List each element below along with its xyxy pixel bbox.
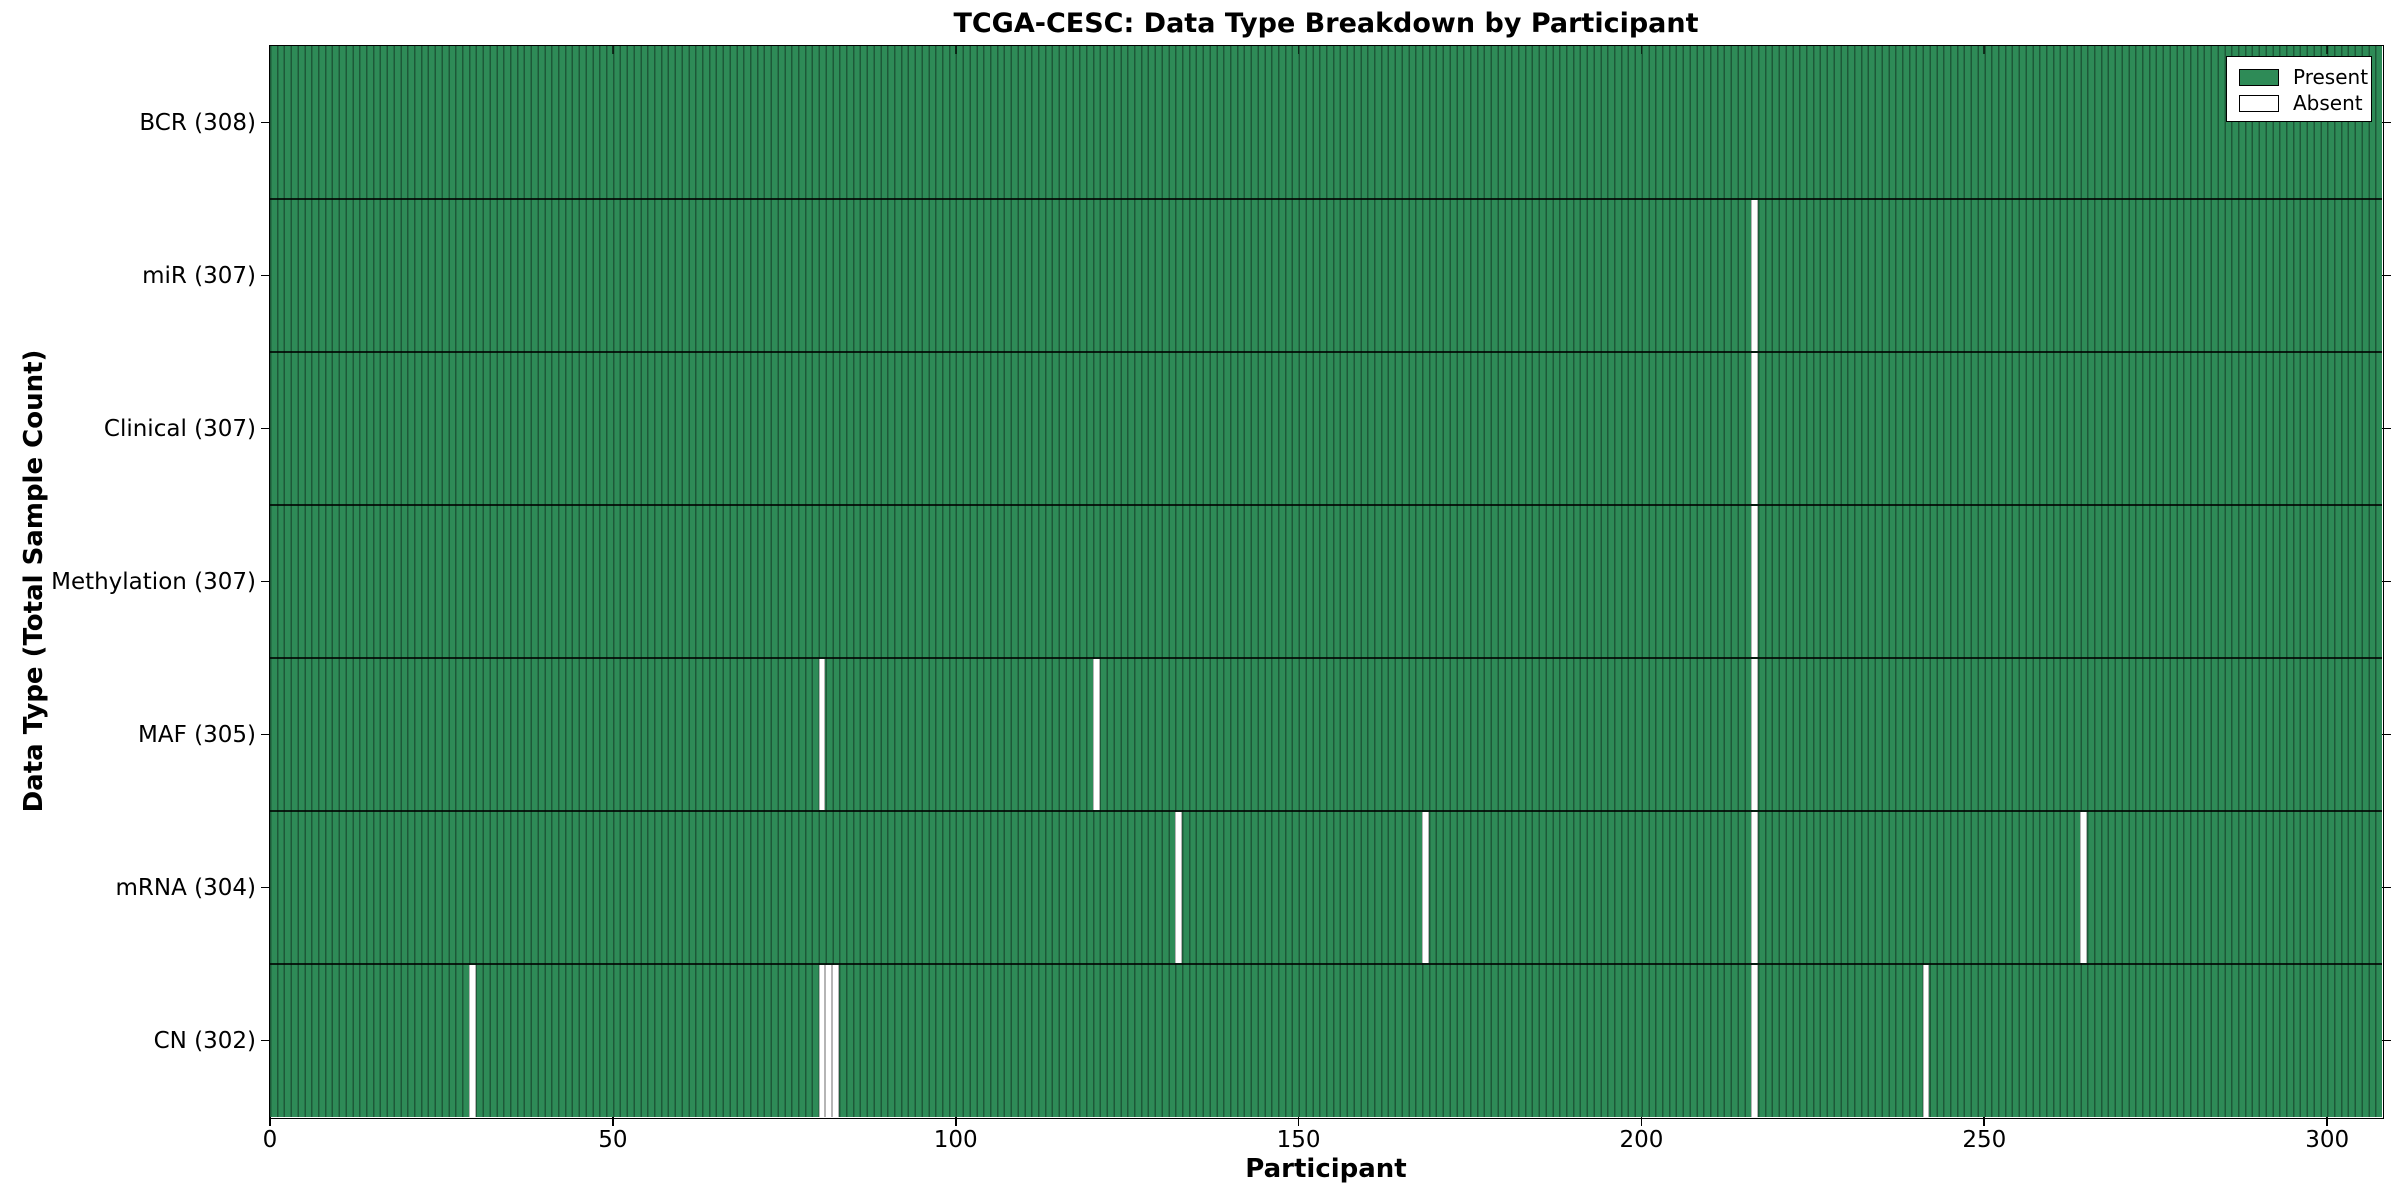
x-tick-top-200 [1640, 46, 1643, 54]
absent-bar-Clinical-216 [1751, 353, 1758, 504]
y-tick-label-Clinical: Clinical (307) [103, 415, 256, 442]
x-tick-label-250: 250 [1962, 1127, 2007, 1153]
y-tick-label-BCR: BCR (308) [139, 109, 256, 136]
x-tick-label-100: 100 [933, 1127, 978, 1153]
absent-bar-miR-216 [1751, 200, 1758, 351]
absent-bar-CN-81 [825, 965, 833, 1117]
absent-bar-MAF-120 [1092, 659, 1100, 810]
y-tick-BCR [261, 121, 270, 124]
row-boundary-line [270, 351, 2382, 353]
x-tick-label-200: 200 [1619, 1127, 1664, 1153]
absent-bar-CN-80 [818, 965, 826, 1117]
y-tick-right-MAF [2382, 733, 2391, 736]
y-tick-label-miR: miR (307) [142, 262, 256, 289]
x-tick-0 [269, 1117, 271, 1126]
plot-area: Present Absent [268, 44, 2384, 1119]
y-tick-right-miR [2382, 274, 2391, 277]
x-tick-300 [2326, 1117, 2329, 1126]
x-tick-top-150 [1297, 46, 1300, 54]
y-tick-miR [261, 274, 270, 277]
row-boundary-line [270, 657, 2382, 659]
x-tick-label-150: 150 [1276, 1127, 1321, 1153]
absent-bar-Methylation-216 [1751, 506, 1758, 657]
absent-bar-CN-216 [1751, 965, 1758, 1117]
y-tick-CN [261, 1039, 270, 1042]
x-tick-50 [611, 1117, 614, 1126]
row-boundary-line [270, 198, 2382, 200]
legend-entry-present: Present [2239, 64, 2371, 90]
y-tick-label-mRNA: mRNA (304) [115, 874, 256, 901]
x-tick-200 [1640, 1117, 1643, 1126]
x-tick-label-0: 0 [262, 1127, 278, 1153]
row-boundary-line [270, 810, 2382, 812]
y-tick-right-CN [2382, 1039, 2391, 1042]
x-tick-250 [1983, 1117, 1986, 1126]
y-tick-right-BCR [2382, 121, 2391, 124]
row-boundary-line [270, 963, 2382, 965]
y-tick-mRNA [261, 886, 270, 889]
present-swatch [2239, 68, 2279, 86]
x-tick-top-250 [1983, 46, 1986, 54]
y-tick-right-Clinical [2382, 427, 2391, 430]
absent-bar-CN-29 [468, 965, 476, 1117]
row-boundary-line [270, 504, 2382, 506]
absent-swatch [2239, 94, 2279, 112]
absent-bar-mRNA-264 [2080, 812, 2088, 963]
x-axis-title: Participant [1245, 1154, 1407, 1184]
legend-absent-label: Absent [2293, 91, 2363, 115]
absent-bar-mRNA-132 [1175, 812, 1182, 963]
x-tick-150 [1297, 1117, 1300, 1126]
absent-bar-MAF-80 [818, 659, 826, 810]
y-tick-label-CN: CN (302) [153, 1027, 256, 1054]
x-tick-label-50: 50 [598, 1127, 628, 1153]
legend-present-label: Present [2293, 65, 2369, 89]
chart-title: TCGA-CESC: Data Type Breakdown by Partic… [953, 8, 1699, 39]
x-tick-100 [954, 1117, 957, 1126]
absent-bar-CN-82 [832, 965, 840, 1117]
y-tick-right-Methylation [2382, 580, 2391, 583]
x-tick-label-300: 300 [2305, 1127, 2350, 1153]
y-tick-MAF [261, 733, 270, 736]
y-tick-Methylation [261, 580, 270, 583]
absent-bar-MAF-216 [1751, 659, 1758, 810]
x-tick-top-300 [2326, 46, 2328, 54]
y-tick-right-mRNA [2382, 886, 2391, 889]
absent-bar-CN-241 [1922, 965, 1930, 1117]
legend: Present Absent [2226, 56, 2372, 122]
y-tick-label-MAF: MAF (305) [138, 721, 256, 748]
legend-entry-absent: Absent [2239, 90, 2371, 116]
x-tick-top-50 [612, 46, 614, 54]
absent-bar-mRNA-216 [1751, 812, 1758, 963]
absent-bar-mRNA-168 [1422, 812, 1429, 963]
plot-border [268, 44, 2384, 1119]
y-tick-Clinical [261, 427, 270, 430]
y-tick-label-Methylation: Methylation (307) [51, 568, 256, 595]
x-tick-top-100 [954, 46, 957, 54]
